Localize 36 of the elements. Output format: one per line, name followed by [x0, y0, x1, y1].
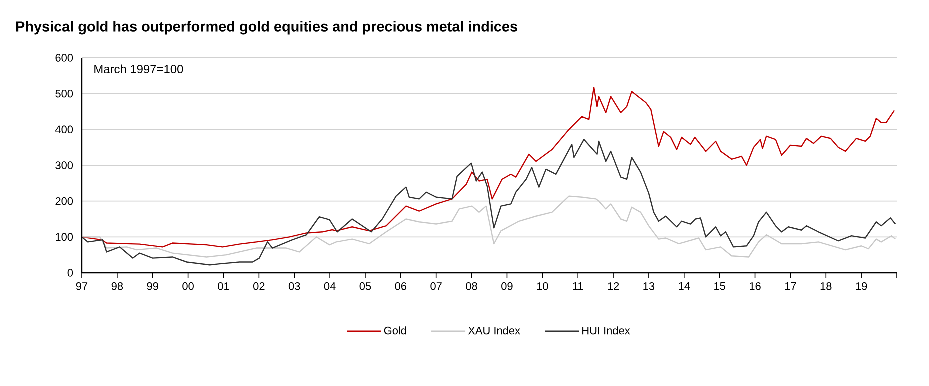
x-tick-label: 01 — [218, 282, 230, 290]
x-tick-label: 03 — [288, 282, 300, 290]
y-tick-label: 200 — [56, 197, 74, 206]
chart-title: Physical gold has outperformed gold equities and precious metal indices — [16, 21, 518, 35]
x-tick-label: 15 — [714, 282, 726, 290]
x-tick-label: 11 — [573, 282, 584, 290]
x-tick-label: 17 — [785, 282, 796, 290]
x-tick-label: 06 — [395, 282, 407, 290]
x-tick-label: 13 — [644, 282, 655, 290]
legend-label: Gold — [384, 326, 406, 335]
legend-label: HUI Index — [582, 326, 630, 335]
x-tick-label: 07 — [430, 282, 442, 290]
x-tick-label: 14 — [679, 282, 690, 290]
x-tick-label: 08 — [466, 282, 478, 290]
x-tick-label: 05 — [360, 282, 372, 290]
annotation: March 1997=100 — [94, 64, 184, 74]
x-tick-label: 10 — [537, 282, 548, 290]
line-series — [82, 139, 896, 266]
x-tick-label: 09 — [502, 282, 513, 290]
y-tick-label: 300 — [56, 162, 74, 170]
x-tick-label: 04 — [324, 282, 336, 290]
x-tick-label: 99 — [147, 282, 158, 290]
y-tick-label: 600 — [56, 54, 74, 62]
x-tick-label: 19 — [856, 282, 868, 290]
y-tick-label: 500 — [56, 90, 74, 98]
x-tick-label: 97 — [76, 282, 88, 290]
legend-label: XAU Index — [468, 326, 520, 335]
x-tick-label: 00 — [182, 282, 194, 290]
x-tick-label: 98 — [112, 282, 124, 290]
y-tick-label: 400 — [55, 126, 74, 134]
x-tick-label: 12 — [608, 282, 620, 290]
x-tick-label: 16 — [750, 282, 761, 290]
y-tick-label: 0 — [68, 269, 74, 277]
x-tick-label: 02 — [254, 282, 265, 290]
y-tick-label: 100 — [56, 233, 74, 242]
x-tick-label: 18 — [820, 282, 832, 290]
